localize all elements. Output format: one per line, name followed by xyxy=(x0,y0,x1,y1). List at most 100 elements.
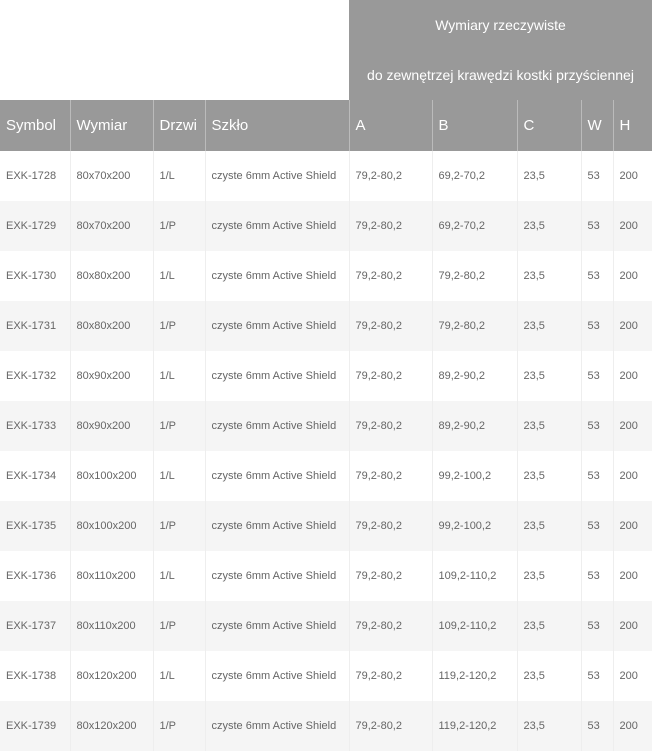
cell-h: 200 xyxy=(612,401,652,451)
cell-w: 53 xyxy=(580,251,613,301)
cell-h: 200 xyxy=(612,251,652,301)
cell-w: 53 xyxy=(580,151,613,201)
cell-drzwi: 1/L xyxy=(152,151,205,201)
cell-c: 23,5 xyxy=(516,701,581,751)
cell-wymiar: 80x70x200 xyxy=(69,151,153,201)
cell-wymiar: 80x100x200 xyxy=(69,501,153,551)
cell-b: 89,2-90,2 xyxy=(431,351,517,401)
column-header-drzwi: Drzwi xyxy=(152,100,205,151)
cell-szkło: czyste 6mm Active Shield xyxy=(204,501,349,551)
cell-c: 23,5 xyxy=(516,151,581,201)
cell-c: 23,5 xyxy=(516,651,581,701)
cell-c: 23,5 xyxy=(516,251,581,301)
cell-wymiar: 80x80x200 xyxy=(69,301,153,351)
cell-a: 79,2-80,2 xyxy=(348,551,432,601)
cell-symbol: EXK-1738 xyxy=(6,670,57,682)
cell-wymiar: 80x110x200 xyxy=(69,551,153,601)
column-header-symbol: Symbol xyxy=(0,100,70,151)
cell-drzwi: 1/P xyxy=(152,501,205,551)
cell-w: 53 xyxy=(580,701,613,751)
column-header-a: A xyxy=(348,100,432,151)
table-row: EXK-1728 80x70x200 1/L czyste 6mm Active Sh… xyxy=(0,151,652,201)
cell-a: 79,2-80,2 xyxy=(348,701,432,751)
cell-symbol: EXK-1733 xyxy=(0,401,70,451)
cell-w: 53 xyxy=(580,601,613,651)
cell-b: 119,2-120,2 xyxy=(431,701,517,751)
cell-a: 79,2-80,2 xyxy=(348,351,432,401)
cell-c: 23,5 xyxy=(516,501,581,551)
cell-szkło: czyste 6mm Active Shield xyxy=(204,351,349,401)
table-row: EXK-1738 80x120x200 1/L czyste 6mm Active S… xyxy=(0,651,652,701)
cell-wymiar: 80x70x200 xyxy=(69,201,153,251)
cell-w: 53 xyxy=(580,201,613,251)
cell-szkło: czyste 6mm Active Shield xyxy=(204,601,349,651)
cell-c: 23,5 xyxy=(516,551,581,601)
cell-a: 79,2-80,2 xyxy=(348,251,432,301)
cell-drzwi: 1/P xyxy=(152,601,205,651)
column-header-h: H xyxy=(612,100,652,151)
cell-wymiar: 80x120x200 xyxy=(69,651,153,701)
cell-wymiar: 80x90x200 xyxy=(69,351,153,401)
cell-szkło: czyste 6mm Active Shield xyxy=(204,401,349,451)
cell-a: 79,2-80,2 xyxy=(348,401,432,451)
cell-b: 79,2-80,2 xyxy=(431,251,517,301)
column-header-b: B xyxy=(431,100,517,151)
cell-a: 79,2-80,2 xyxy=(348,201,432,251)
cell-wymiar: 80x80x200 xyxy=(69,251,153,301)
cell-c: 23,5 xyxy=(516,451,581,501)
cell-h: 200 xyxy=(612,201,652,251)
group-header-line2: do zewnętrzej krawędzi kostki przyścienn… xyxy=(349,50,652,100)
cell-c: 23,5 xyxy=(516,351,581,401)
cell-h: 200 xyxy=(612,651,652,701)
cell-b: 99,2-100,2 xyxy=(431,501,517,551)
column-header-wymiar: Wymiar xyxy=(69,100,153,151)
cell-a: 79,2-80,2 xyxy=(348,301,432,351)
cell-symbol: EXK-1737 xyxy=(0,601,70,651)
cell-symbol: EXK-1732 xyxy=(6,370,57,382)
cell-b: 119,2-120,2 xyxy=(431,651,517,701)
cell-drzwi: 1/L xyxy=(152,351,205,401)
cell-h: 200 xyxy=(612,501,652,551)
cell-c: 23,5 xyxy=(516,301,581,351)
cell-h: 200 xyxy=(612,551,652,601)
table-row: EXK-1733 80x90x200 1/P czyste 6mm Active Sh… xyxy=(0,401,652,451)
cell-h: 200 xyxy=(612,301,652,351)
group-header-line1: Wymiary rzeczywiste xyxy=(349,0,652,50)
cell-a: 79,2-80,2 xyxy=(348,151,432,201)
cell-b: 89,2-90,2 xyxy=(431,401,517,451)
cell-szkło: czyste 6mm Active Shield xyxy=(204,151,349,201)
cell-c: 23,5 xyxy=(516,401,581,451)
table-row: EXK-1734 80x100x200 1/L czyste 6mm Active S… xyxy=(0,451,652,501)
cell-szkło: czyste 6mm Active Shield xyxy=(204,301,349,351)
cell-h: 200 xyxy=(612,701,652,751)
cell-drzwi: 1/L xyxy=(152,251,205,301)
cell-w: 53 xyxy=(580,551,613,601)
cell-drzwi: 1/L xyxy=(152,551,205,601)
cell-c: 23,5 xyxy=(516,201,581,251)
cell-symbol: EXK-1734 xyxy=(6,470,57,482)
cell-a: 79,2-80,2 xyxy=(348,601,432,651)
cell-wymiar: 80x110x200 xyxy=(69,601,153,651)
cell-symbol: EXK-1729 xyxy=(0,201,70,251)
cell-szkło: czyste 6mm Active Shield xyxy=(204,701,349,751)
table-row: EXK-1729 80x70x200 1/P czyste 6mm Active Sh… xyxy=(0,201,652,251)
column-header-c: C xyxy=(516,100,581,151)
cell-w: 53 xyxy=(580,451,613,501)
cell-w: 53 xyxy=(580,301,613,351)
cell-a: 79,2-80,2 xyxy=(348,651,432,701)
table-row: EXK-1735 80x100x200 1/P czyste 6mm Active S… xyxy=(0,501,652,551)
cell-drzwi: 1/L xyxy=(152,451,205,501)
cell-h: 200 xyxy=(612,601,652,651)
cell-h: 200 xyxy=(612,451,652,501)
cell-a: 79,2-80,2 xyxy=(348,501,432,551)
cell-w: 53 xyxy=(580,651,613,701)
cell-b: 99,2-100,2 xyxy=(431,451,517,501)
cell-wymiar: 80x120x200 xyxy=(69,701,153,751)
cell-b: 79,2-80,2 xyxy=(431,301,517,351)
cell-w: 53 xyxy=(580,351,613,401)
cell-szkło: czyste 6mm Active Shield xyxy=(204,201,349,251)
table-row: EXK-1731 80x80x200 1/P czyste 6mm Active Sh… xyxy=(0,301,652,351)
cell-szkło: czyste 6mm Active Shield xyxy=(204,451,349,501)
cell-symbol: EXK-1730 xyxy=(6,270,57,282)
